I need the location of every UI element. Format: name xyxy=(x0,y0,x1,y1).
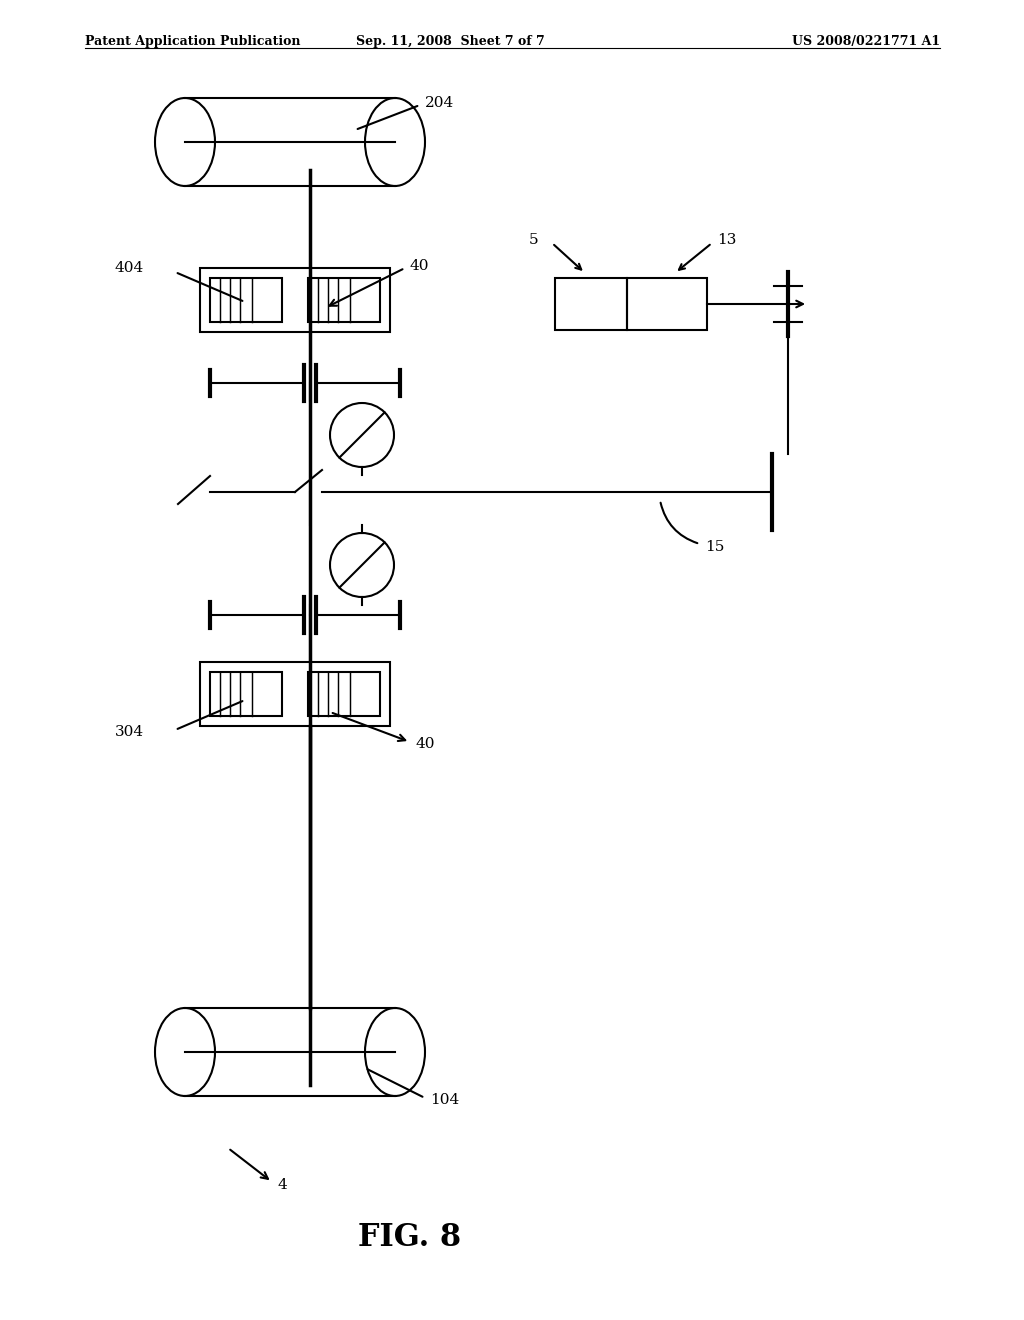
Text: 404: 404 xyxy=(115,261,144,275)
Bar xyxy=(210,279,282,322)
Text: FIG. 8: FIG. 8 xyxy=(358,1222,462,1254)
Bar xyxy=(555,279,627,330)
Bar xyxy=(308,279,380,322)
Text: 204: 204 xyxy=(425,96,455,110)
Text: 15: 15 xyxy=(705,540,724,554)
Bar xyxy=(210,672,282,715)
Bar xyxy=(200,663,390,726)
Text: 40: 40 xyxy=(415,737,434,751)
Text: US 2008/0221771 A1: US 2008/0221771 A1 xyxy=(792,36,940,48)
Text: 40: 40 xyxy=(410,259,429,273)
Bar xyxy=(627,279,707,330)
Text: 13: 13 xyxy=(717,234,736,247)
Text: Sep. 11, 2008  Sheet 7 of 7: Sep. 11, 2008 Sheet 7 of 7 xyxy=(355,36,545,48)
Text: 104: 104 xyxy=(430,1093,459,1107)
Text: 5: 5 xyxy=(528,234,538,247)
Text: 4: 4 xyxy=(278,1177,287,1192)
Text: Patent Application Publication: Patent Application Publication xyxy=(85,36,300,48)
Bar xyxy=(308,672,380,715)
Bar xyxy=(200,268,390,333)
Text: 304: 304 xyxy=(115,725,144,739)
